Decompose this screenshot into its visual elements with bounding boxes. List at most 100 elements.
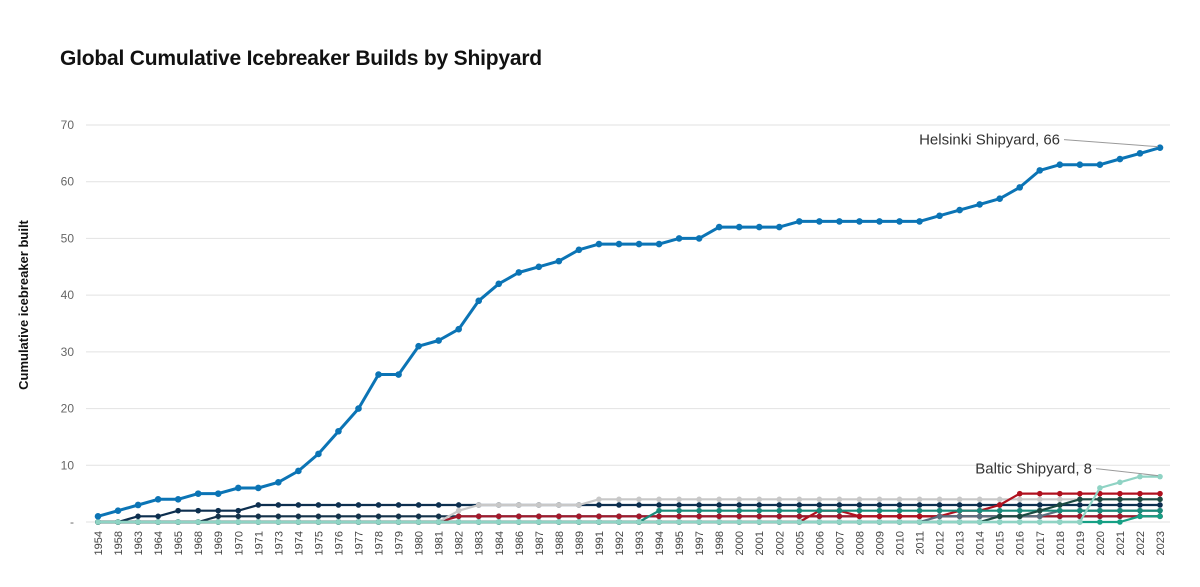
data-point: [776, 496, 783, 503]
data-point: [756, 519, 763, 525]
data-point: [856, 218, 863, 225]
data-point: [916, 507, 923, 514]
data-point: [676, 496, 682, 503]
data-point: [956, 206, 963, 214]
data-point: [1077, 490, 1083, 497]
data-point: [1157, 496, 1163, 503]
data-point: [295, 502, 302, 508]
data-point: [776, 513, 783, 520]
data-point: [1097, 519, 1103, 525]
x-tick-label: 1992: [614, 531, 626, 555]
y-tick-label: 10: [61, 458, 75, 472]
data-point: [135, 519, 141, 525]
data-point: [1137, 507, 1143, 514]
data-point: [996, 502, 1003, 508]
x-tick-label: 1993: [634, 531, 646, 555]
data-point: [736, 513, 743, 520]
x-tick-label: 1981: [434, 531, 446, 555]
data-point: [916, 496, 923, 503]
data-point: [756, 513, 763, 520]
data-point: [616, 519, 622, 525]
data-point: [1016, 507, 1023, 514]
data-point: [1036, 502, 1043, 508]
x-tick-label: 1971: [253, 531, 265, 555]
data-point: [836, 507, 843, 514]
x-tick-label: 1970: [233, 531, 245, 555]
data-point: [214, 490, 222, 497]
x-tick-label: 2007: [834, 531, 846, 555]
data-point: [796, 507, 803, 514]
data-point: [1057, 507, 1063, 514]
data-point: [1036, 513, 1043, 520]
chart-title: Global Cumulative Icebreaker Builds by S…: [60, 47, 542, 70]
x-tick-label: 2006: [814, 531, 826, 555]
data-point: [536, 519, 542, 525]
data-point: [636, 513, 642, 520]
data-point: [215, 513, 222, 520]
data-point: [796, 519, 803, 525]
data-point: [836, 519, 843, 525]
data-point: [475, 519, 482, 525]
annotation-leader-line: [1095, 468, 1159, 477]
data-point: [1036, 490, 1043, 497]
data-point: [576, 513, 582, 520]
x-tick-label: 1969: [213, 531, 225, 555]
series-line: [98, 503, 1160, 524]
data-point: [1077, 496, 1083, 503]
data-point: [1016, 184, 1024, 191]
data-point: [536, 502, 542, 508]
data-point: [716, 496, 722, 503]
x-tick-label: 2012: [935, 531, 947, 555]
x-tick-label: 1973: [273, 531, 285, 555]
data-point: [715, 223, 723, 231]
data-point: [956, 502, 963, 508]
data-point: [1057, 502, 1063, 508]
data-point: [1057, 496, 1063, 503]
x-tick-label: 1974: [293, 531, 305, 555]
data-point: [936, 513, 943, 520]
x-tick-label: 1986: [514, 531, 526, 555]
data-point: [816, 502, 823, 508]
x-tick-label: 1979: [394, 531, 406, 555]
data-point: [355, 405, 362, 412]
x-tick-label: 1964: [153, 531, 165, 555]
x-axis-ticks: 1954 1958 1963 1964 1965 1968 1969 1970 1971 1973…: [93, 531, 1167, 555]
data-point: [556, 513, 562, 520]
data-point: [656, 502, 662, 508]
data-point: [1077, 502, 1083, 508]
x-tick-label: 1984: [494, 531, 506, 555]
x-tick-label: 1983: [474, 531, 486, 555]
data-point: [876, 496, 883, 503]
data-point: [996, 519, 1003, 525]
data-point: [455, 519, 462, 525]
data-point: [896, 502, 903, 508]
x-tick-label: 1963: [133, 531, 145, 555]
series-baltic-shipyard: [95, 473, 1163, 525]
data-point: [675, 235, 683, 242]
x-tick-label: 1976: [333, 531, 345, 555]
annotation-label: Baltic Shipyard, 8: [975, 461, 1092, 478]
data-point: [796, 513, 803, 520]
data-point: [175, 507, 181, 514]
data-point: [876, 507, 883, 514]
data-point: [696, 519, 702, 525]
data-point: [375, 371, 382, 378]
data-point: [1016, 490, 1023, 497]
data-point: [896, 519, 903, 525]
data-point: [475, 297, 483, 305]
data-point: [215, 519, 222, 525]
data-point: [656, 519, 662, 525]
series-red-series: [95, 490, 1163, 525]
data-point: [896, 507, 903, 514]
data-point: [154, 496, 162, 503]
data-point: [596, 496, 602, 503]
data-point: [736, 507, 743, 514]
data-point: [776, 519, 783, 525]
annotation-label: Helsinki Shipyard, 66: [919, 132, 1060, 149]
data-point: [676, 519, 682, 525]
data-point: [976, 201, 983, 208]
x-tick-label: 2019: [1075, 531, 1087, 555]
x-tick-label: 2014: [975, 531, 987, 555]
data-point: [195, 519, 201, 525]
x-tick-label: 2010: [895, 531, 907, 555]
